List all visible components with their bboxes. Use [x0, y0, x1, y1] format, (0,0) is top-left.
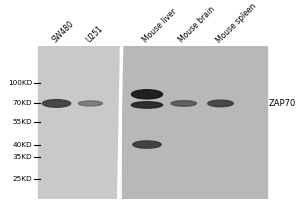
Ellipse shape [42, 100, 71, 107]
Ellipse shape [133, 141, 161, 148]
Text: Mouse spleen: Mouse spleen [214, 1, 258, 45]
Ellipse shape [131, 90, 163, 99]
Ellipse shape [208, 100, 233, 107]
Text: Mouse brain: Mouse brain [177, 5, 217, 45]
Ellipse shape [131, 102, 163, 108]
Ellipse shape [171, 101, 196, 106]
Bar [122, 46, 267, 199]
Bar [38, 46, 119, 199]
Ellipse shape [78, 101, 103, 106]
Text: 55KD: 55KD [13, 119, 32, 125]
Text: ZAP70: ZAP70 [268, 99, 296, 108]
Text: U251: U251 [84, 24, 104, 45]
Text: SW480: SW480 [50, 20, 75, 45]
Text: 70KD: 70KD [13, 100, 32, 106]
Text: 40KD: 40KD [13, 142, 32, 148]
Text: 25KD: 25KD [13, 176, 32, 182]
Text: 35KD: 35KD [13, 154, 32, 160]
Text: Mouse liver: Mouse liver [141, 7, 178, 45]
Text: 100KD: 100KD [8, 80, 32, 86]
